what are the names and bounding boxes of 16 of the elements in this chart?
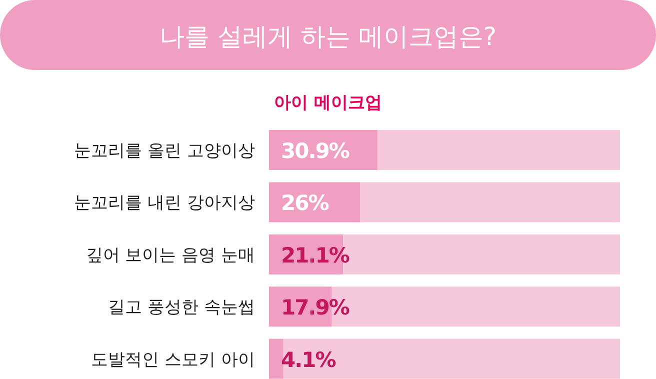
bar [283,338,620,379]
y-tick-label: 도발적인 스모키 아이 [91,350,255,370]
bar [269,338,284,379]
data-label: 4.1% [281,348,336,372]
chart-title: 나를 설레게 하는 메이크업은? [159,22,497,51]
data-label: 30.9% [281,139,350,163]
bar [377,130,620,170]
y-tick-label: 길고 풍성한 속눈썹 [108,298,255,318]
y-tick-label: 눈꼬리를 내린 강아지상 [74,193,255,214]
chart-subtitle: 아이 메이크업 [274,93,382,113]
y-tick-label: 눈꼬리를 올린 고양이상 [74,141,255,161]
data-label: 26% [281,191,330,216]
y-tick-label: 깊어 보이는 음영 눈매 [86,245,255,266]
data-label: 21.1% [281,243,350,268]
data-label: 17.9% [281,296,350,320]
bar [360,182,620,222]
